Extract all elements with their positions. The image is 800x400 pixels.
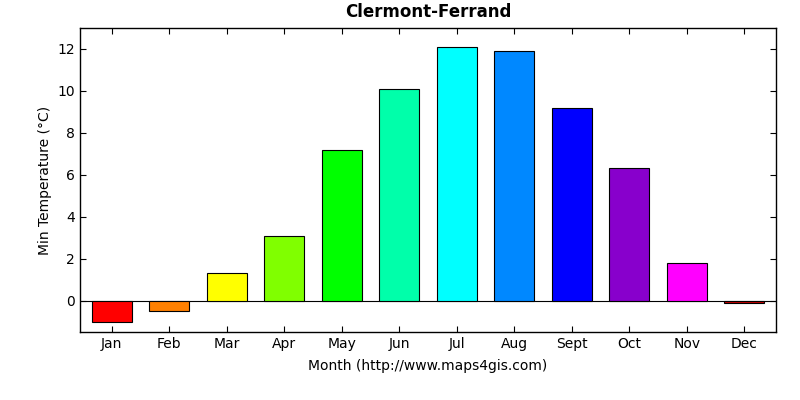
Bar xyxy=(206,273,247,300)
Bar xyxy=(91,300,132,322)
Bar xyxy=(609,168,650,300)
Bar xyxy=(149,300,190,311)
Bar xyxy=(322,150,362,300)
Y-axis label: Min Temperature (°C): Min Temperature (°C) xyxy=(38,106,52,254)
Bar xyxy=(666,263,707,300)
X-axis label: Month (http://www.maps4gis.com): Month (http://www.maps4gis.com) xyxy=(308,359,548,373)
Bar xyxy=(494,51,534,300)
Bar xyxy=(724,300,765,303)
Bar xyxy=(552,108,592,300)
Bar xyxy=(437,47,477,300)
Bar xyxy=(379,89,419,300)
Bar xyxy=(264,236,304,300)
Title: Clermont-Ferrand: Clermont-Ferrand xyxy=(345,3,511,21)
